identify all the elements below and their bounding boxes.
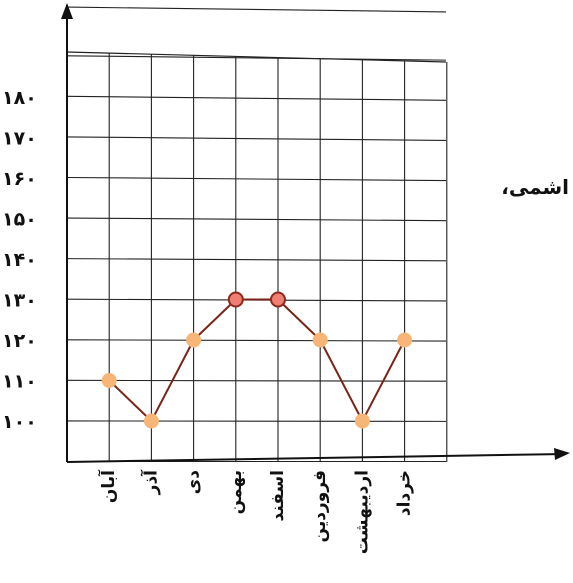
data-point [227,291,244,308]
series-line [108,298,406,424]
y-tick-labels: ۱۰۰ ۱۱۰ ۱۲۰ ۱۳۰ ۱۴۰ ۱۵۰ ۱۶۰ ۱۷۰ ۱۸۰ [2,87,37,433]
x-category-labels: آبان آذر دی بهمن اسفند فروردین اردیبهشت خرداد [97,469,414,554]
x-category-label: دی [184,470,204,495]
grid-line-h [66,176,447,182]
x-axis [66,453,567,463]
side-text: اشمی، [501,175,569,199]
y-tick-label: ۱۲۰ [2,330,37,352]
x-category-label: خرداد [395,470,415,516]
grid-line-h [66,217,447,222]
grid-line-h [66,55,447,61]
y-tick-label: ۱۶۰ [2,168,37,190]
grid-line-h [66,6,447,13]
grid-line-h [66,258,447,262]
grid-top-line [66,51,447,63]
data-point [397,332,413,348]
data-point [101,373,117,388]
y-tick-label: ۱۸۰ [2,87,37,109]
y-tick-label: ۱۰۰ [2,411,37,433]
y-axis-arrow [61,3,73,19]
x-category-label: آبان [97,469,119,503]
y-tick-label: ۱۵۰ [2,209,37,231]
y-tick-label: ۱۱۰ [2,371,37,393]
data-point [354,413,370,429]
x-category-label: اردیبهشت [352,470,372,554]
y-tick-label: ۱۷۰ [2,128,37,150]
data-point [186,332,202,348]
grid-line-h [66,136,447,141]
chart-axes [61,3,570,463]
x-category-label: اسفند [268,470,288,522]
data-point [312,332,328,348]
y-tick-label: ۱۴۰ [2,249,37,271]
x-category-label: بهمن [226,470,246,514]
y-tick-label: ۱۳۰ [2,290,37,312]
x-category-label: فروردین [310,470,330,542]
data-point [143,413,159,429]
data-series [101,291,413,429]
x-axis-arrow [554,448,570,460]
data-point [270,291,286,308]
grid-line-h [66,95,447,101]
chart-grid [66,6,448,463]
grid-line-h [66,379,447,382]
x-category-label: آذر [139,469,161,496]
grid-line-h [66,339,447,342]
